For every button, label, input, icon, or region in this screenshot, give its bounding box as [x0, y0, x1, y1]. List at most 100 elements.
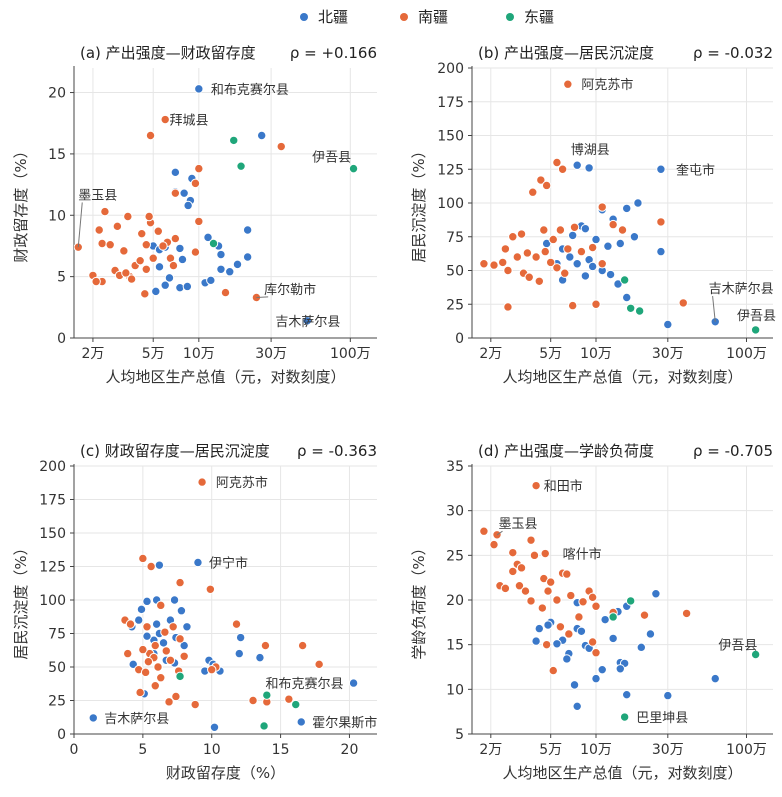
y-tick-label: 30	[446, 504, 464, 520]
annotation-label: 吉木萨尔县	[275, 315, 340, 330]
x-tick-label: 5万	[142, 346, 165, 362]
scatter-point	[88, 713, 98, 723]
scatter-point	[153, 662, 163, 672]
scatter-point	[220, 287, 231, 298]
scatter-point	[225, 267, 235, 277]
y-tick-label: 125	[39, 560, 66, 576]
scatter-point	[169, 658, 180, 668]
scatter-point	[543, 586, 553, 596]
scatter-point	[534, 276, 544, 286]
x-tick-label: 10万	[580, 346, 612, 362]
scatter-point	[584, 255, 594, 265]
panel-a: 0 5 10 15 20 2万 5万 10万 30万 100万 (a) 产出强度—财政留存度 ρ = …	[12, 44, 377, 386]
scatter-point	[587, 242, 598, 253]
scatter-point	[179, 188, 189, 198]
scatter-point	[134, 615, 144, 625]
scatter-point	[161, 655, 171, 665]
scatter-point	[572, 160, 582, 170]
scatter-point	[536, 175, 546, 185]
scatter-point	[625, 303, 636, 313]
scatter-point	[190, 247, 201, 257]
scatter-point	[557, 568, 568, 578]
y-tick-label: 0	[455, 331, 464, 347]
scatter-point	[165, 615, 176, 625]
scatter-point	[569, 222, 580, 233]
scatter-point	[591, 234, 601, 245]
x-tick-label: 30万	[255, 346, 287, 362]
scatter-point	[150, 640, 160, 651]
scatter-point	[97, 276, 107, 287]
scatter-point	[576, 626, 587, 636]
scatter-point	[138, 553, 148, 564]
scatter-point	[622, 292, 632, 303]
scatter-point	[508, 232, 518, 242]
scatter-point	[591, 648, 601, 658]
x-axis-label: 财政留存度（%）	[166, 764, 285, 782]
y-tick-label: 5	[57, 270, 66, 286]
scatter-point	[177, 254, 188, 265]
legend: 北疆 南疆 东疆	[0, 6, 782, 30]
scatter-point	[187, 173, 197, 184]
scatter-point	[145, 130, 156, 141]
legend-label-east: 东疆	[524, 8, 555, 26]
scatter-point	[539, 573, 549, 584]
scatter-point	[584, 163, 594, 173]
y-tick-label: 5	[455, 727, 464, 743]
scatter-point	[348, 163, 359, 174]
y-tick-label: 100	[39, 593, 66, 609]
scatter-point	[562, 569, 572, 579]
scatter-point	[503, 265, 513, 276]
y-tick-label: 125	[437, 162, 464, 178]
scatter-point	[182, 281, 193, 292]
scatter-point	[171, 632, 181, 643]
scatter-point	[183, 200, 193, 211]
y-tick-label: 50	[48, 660, 66, 676]
x-tick-label: 10万	[580, 742, 612, 758]
scatter-point	[605, 269, 616, 280]
annotation-label: 伊吾县	[312, 150, 351, 165]
scatter-point	[615, 657, 625, 668]
scatter-point	[489, 260, 499, 270]
x-axis-label: 人均地区生产总值（元，对数刻度）	[105, 368, 345, 386]
scatter-point	[587, 637, 598, 647]
scatter-point	[564, 629, 574, 639]
y-axis-label: 居民沉淀度（%）	[410, 143, 428, 262]
scatter-point	[597, 265, 607, 276]
scatter-point	[495, 581, 505, 591]
scatter-point	[540, 548, 550, 559]
scatter-point	[142, 622, 152, 632]
x-tick-label: 2万	[479, 346, 502, 362]
scatter-point	[156, 600, 166, 611]
scatter-point	[156, 673, 166, 683]
scatter-point	[522, 248, 533, 258]
scatter-point	[125, 619, 136, 629]
scatter-point	[231, 619, 242, 629]
scatter-point	[97, 238, 107, 249]
scatter-point	[94, 225, 104, 235]
scatter-point	[234, 648, 244, 659]
scatter-point	[531, 636, 541, 646]
scatter-point	[597, 202, 607, 212]
scatter-point	[151, 619, 162, 629]
scatter-point	[636, 642, 647, 653]
scatter-point	[528, 187, 538, 197]
scatter-point	[489, 539, 499, 550]
scatter-point	[492, 530, 502, 540]
scatter-point	[139, 689, 149, 699]
scatter-point	[651, 589, 661, 599]
scatter-point	[537, 603, 548, 613]
x-tick-label: 5万	[539, 346, 562, 362]
scatter-point	[205, 584, 216, 594]
scatter-point	[149, 652, 159, 663]
x-tick-label: 100万	[330, 346, 371, 362]
panel-rho: ρ = +0.166	[290, 44, 377, 62]
scatter-point	[160, 114, 170, 125]
scatter-point	[516, 563, 527, 573]
scatter-point	[541, 639, 552, 650]
annotation-label: 伊吾县	[718, 639, 757, 654]
scatter-point	[750, 649, 761, 660]
panel-title: (a) 产出强度—财政留存度	[80, 44, 256, 62]
annotation-leader	[496, 530, 503, 536]
y-tick-label: 25	[48, 694, 66, 710]
scatter-point	[200, 278, 210, 288]
